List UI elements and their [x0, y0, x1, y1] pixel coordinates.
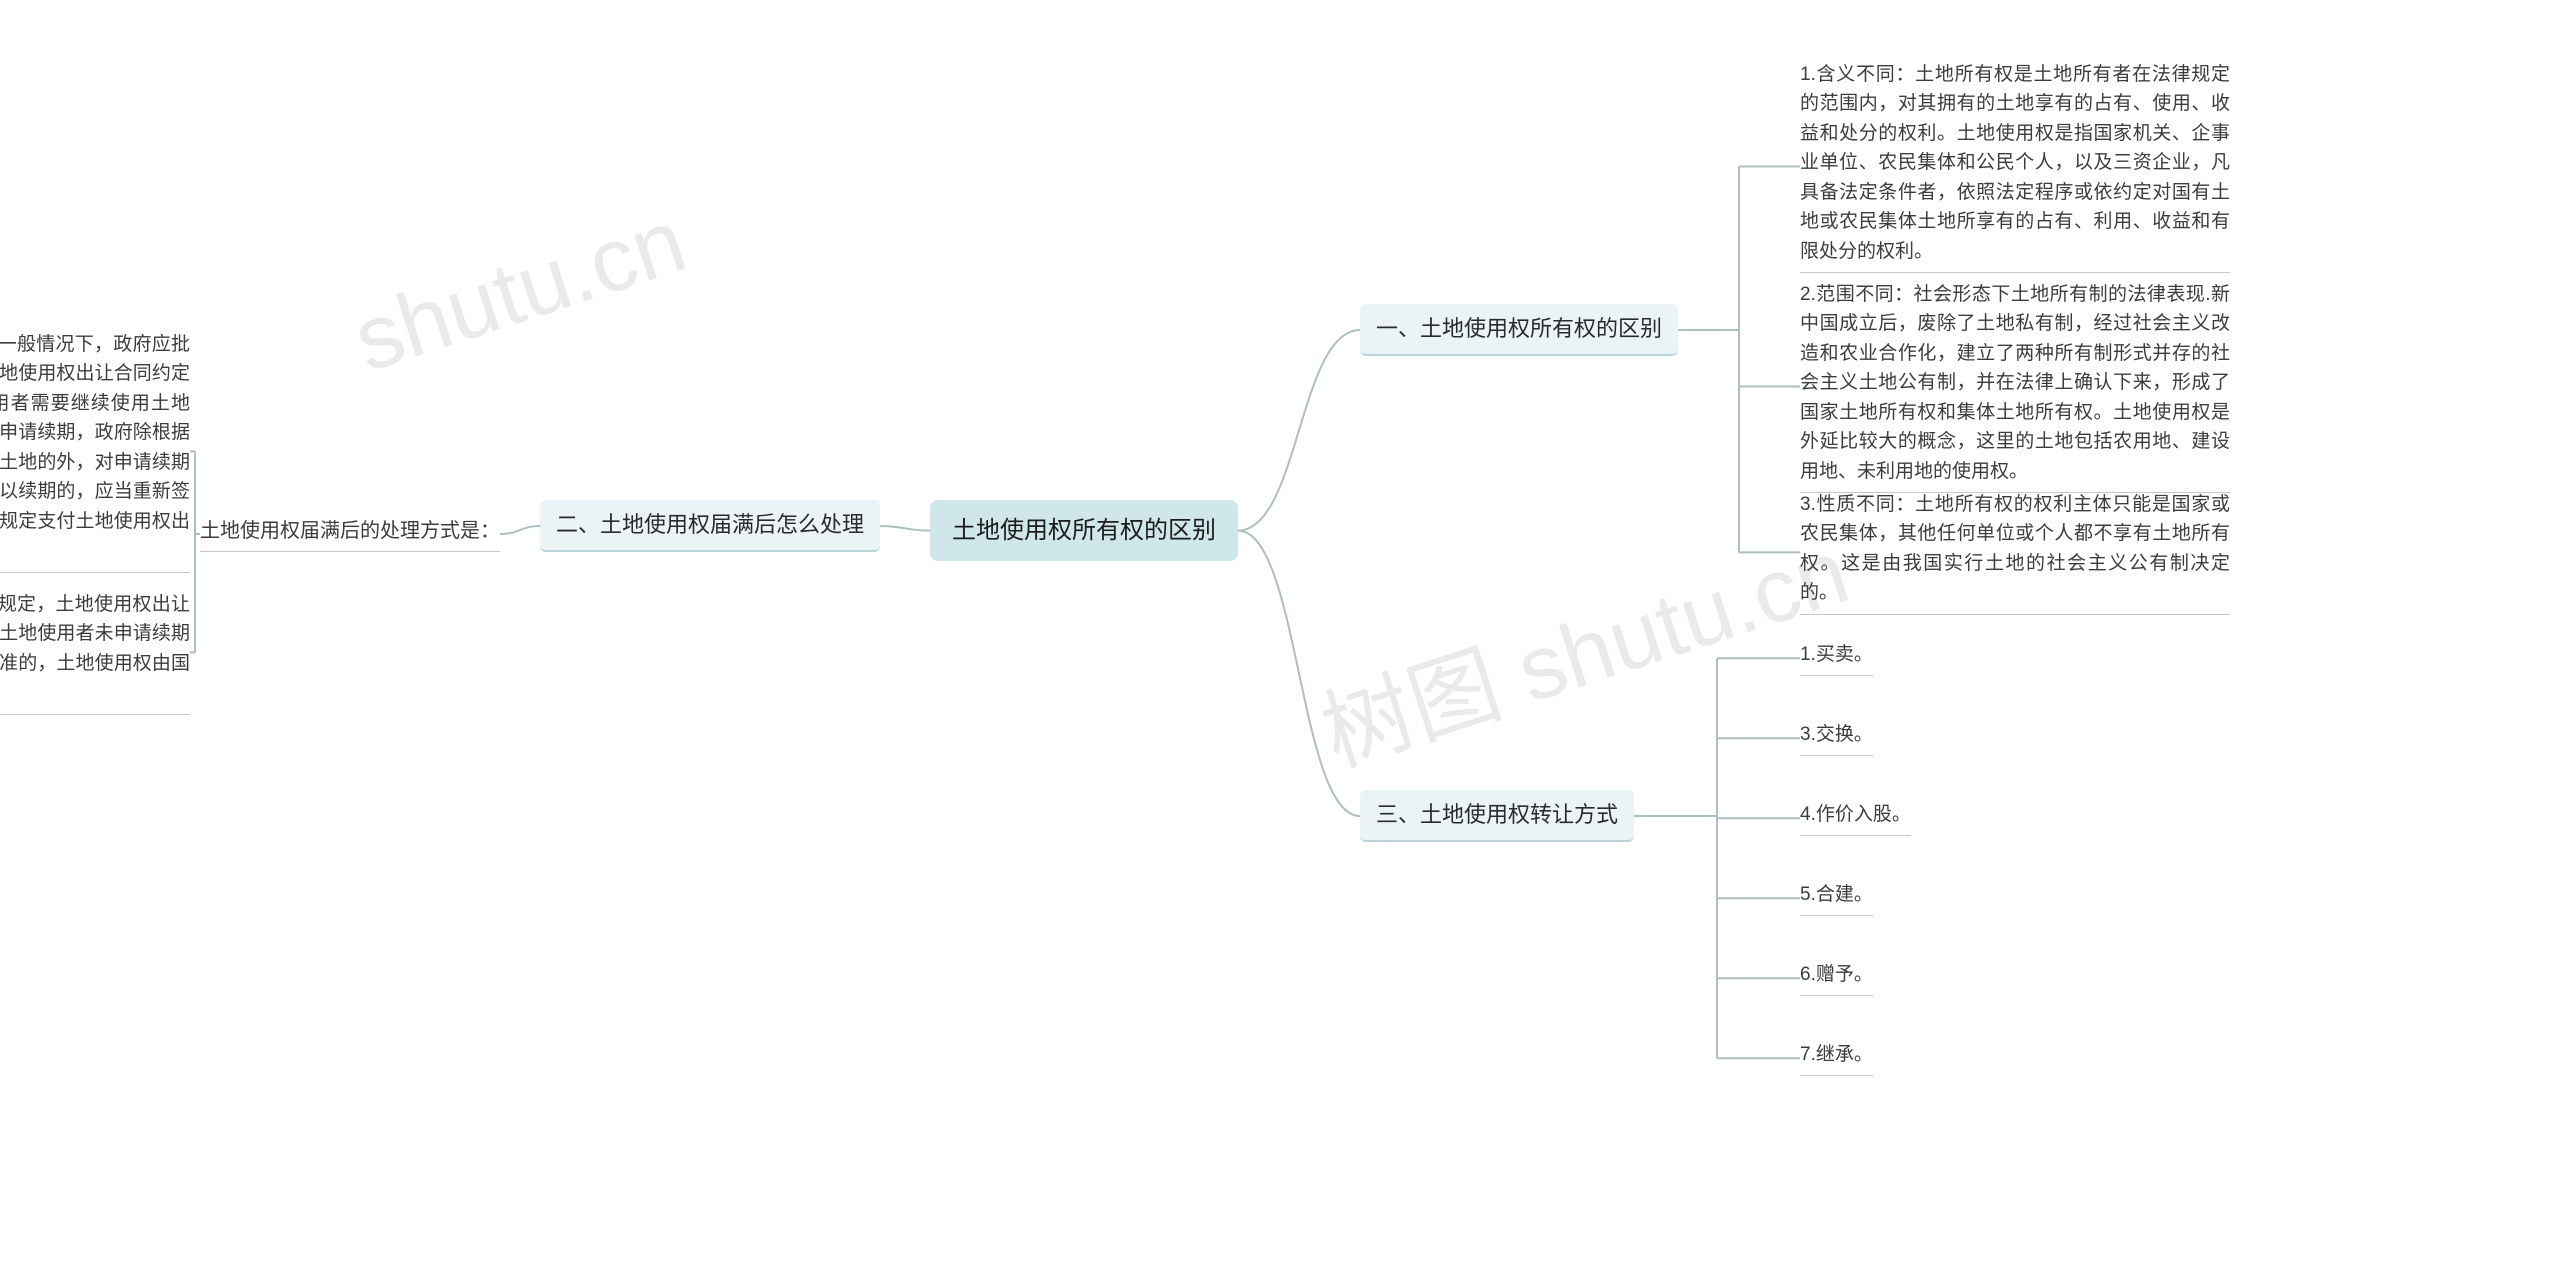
leaf-3-6: 7.继承。: [1800, 1040, 1873, 1076]
leaf-3-1: 1.买卖。: [1800, 640, 1873, 676]
branch-3[interactable]: 三、土地使用权转让方式: [1360, 790, 1634, 842]
leaf-3-5: 6.赠予。: [1800, 960, 1873, 996]
branch-2[interactable]: 二、土地使用权届满后怎么处理: [540, 500, 880, 552]
leaf-1-2: 2.范围不同：社会形态下土地所有制的法律表现.新中国成立后，废除了土地私有制，经…: [1800, 280, 2230, 493]
branch-1[interactable]: 一、土地使用权所有权的区别: [1360, 304, 1678, 356]
root-node[interactable]: 土地使用权所有权的区别: [930, 500, 1238, 561]
leaf-3-2: 3.交换。: [1800, 720, 1873, 756]
watermark-2: 树图 shutu.cn: [1303, 499, 1862, 791]
intermediate-left: 土地使用权届满后的处理方式是：: [200, 516, 500, 552]
leaf-1-3: 3.性质不同：土地所有权的权利主体只能是国家或农民集体，其他任何单位或个人都不享…: [1800, 490, 2230, 615]
mindmap-canvas: shutu.cn 树图 shutu.cn 土地使用权所有权的区别 一、土地使用权…: [0, 0, 2560, 1280]
leaf-3-3: 4.作价入股。: [1800, 800, 1911, 836]
leaf-2-2: 2.政府无偿收回土地使用权规定，土地使用权出让合同约定的使用期限届满，土地使用者…: [0, 590, 190, 715]
watermark-1: shutu.cn: [342, 190, 697, 393]
leaf-2-1: 1.土地使用者申请续期。在一般情况下，政府应批准续期使用。按照规定，土地使用权出…: [0, 330, 190, 573]
leaf-1-1: 1.含义不同：土地所有权是土地所有者在法律规定的范围内，对其拥有的土地享有的占有…: [1800, 60, 2230, 273]
leaf-3-4: 5.合建。: [1800, 880, 1873, 916]
